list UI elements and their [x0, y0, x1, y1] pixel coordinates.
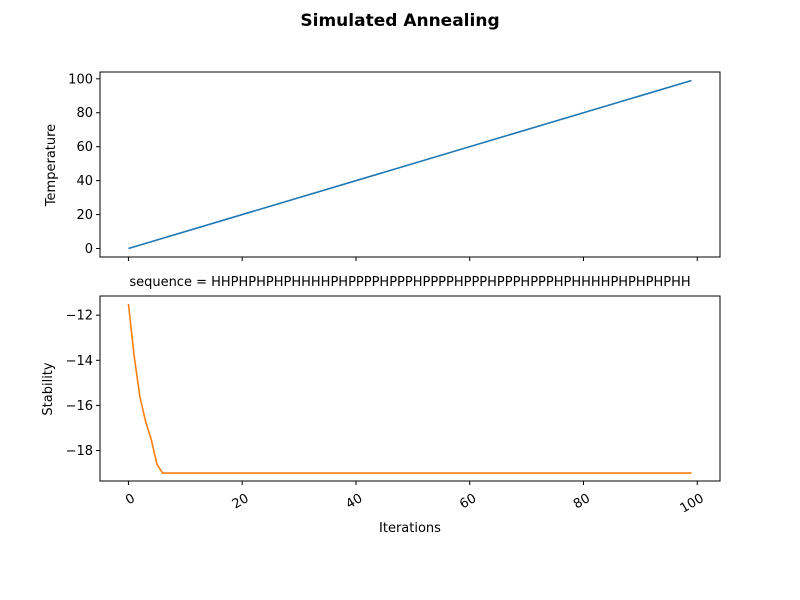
temperature-y-tick-label: 60 — [76, 140, 93, 155]
temperature-y-tick-label: 0 — [85, 242, 93, 257]
temperature-y-tick-label: 20 — [76, 208, 93, 223]
y-axis-label-temperature: Temperature — [44, 124, 59, 207]
stability-x-tick-label: 40 — [344, 491, 366, 512]
stability-x-tick-label: 100 — [678, 491, 707, 516]
temperature-plot: Temperature 0 20 40 60 80 100 — [44, 71, 721, 261]
temperature-series-line — [128, 79, 692, 250]
temperature-y-tick-label: 40 — [76, 174, 93, 189]
temperature-y-tick-label: 80 — [76, 106, 93, 121]
y-axis-label-stability: Stability — [41, 362, 56, 416]
x-axis-label-iterations: Iterations — [379, 521, 441, 536]
stability-plot: sequence = HHPHPHPHPHHHHPHPPPPHPPPHPPPPH… — [41, 275, 721, 536]
stability-x-tick-label: 60 — [457, 491, 479, 512]
stability-axes-frame — [99, 295, 721, 482]
stability-y-tick-label: −16 — [66, 399, 93, 414]
stability-y-tick-label: −18 — [66, 444, 93, 459]
figure-title: Simulated Annealing — [300, 11, 499, 31]
sequence-subtitle: sequence = HHPHPHPHPHHHHPHPPPPHPPPHPPPPH… — [129, 275, 690, 290]
stability-x-tick-label: 0 — [123, 491, 138, 508]
stability-y-tick-label: −14 — [66, 354, 93, 369]
temperature-y-tick-label: 100 — [68, 72, 93, 87]
stability-x-tick-label: 80 — [571, 491, 593, 512]
temperature-axes-frame — [99, 71, 721, 258]
stability-x-tick-label: 20 — [230, 491, 252, 512]
stability-series-line — [127, 303, 692, 474]
stability-y-tick-label: −12 — [66, 309, 93, 324]
